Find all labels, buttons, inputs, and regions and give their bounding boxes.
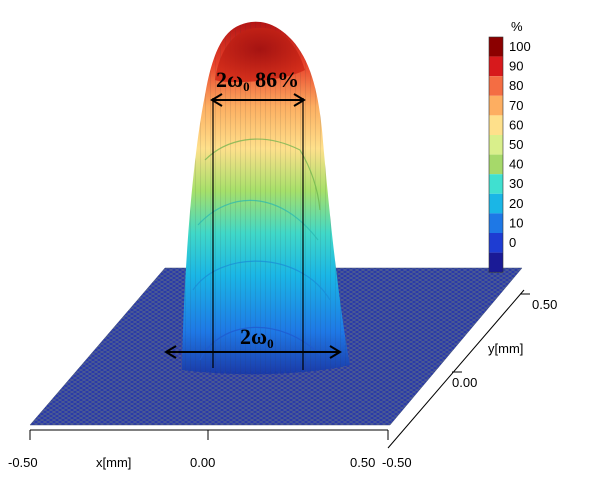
colorbar-tick-label: 40 bbox=[509, 157, 523, 172]
colorbar-swatch bbox=[489, 56, 503, 77]
x-tick-label-max: 0.50 bbox=[350, 455, 375, 470]
y-tick-label-max: 0.50 bbox=[532, 297, 557, 312]
y-axis-ticks bbox=[452, 293, 530, 373]
x-tick-label-min: -0.50 bbox=[8, 455, 38, 470]
colorbar-swatch bbox=[489, 233, 503, 253]
base-width-label: 2ω0 bbox=[240, 324, 274, 351]
top-width-label: 2ω0 86% bbox=[216, 67, 299, 94]
y-axis-line bbox=[387, 289, 525, 449]
y-axis-title: y[mm] bbox=[488, 341, 523, 356]
colorbar-tick-label: 90 bbox=[509, 59, 523, 74]
x-axis-title: x[mm] bbox=[96, 455, 131, 470]
colorbar-tick-label: 10 bbox=[509, 215, 523, 230]
colorbar-tick-label: 100 bbox=[509, 39, 531, 54]
colorbar-swatch bbox=[489, 135, 503, 155]
colorbar-swatch bbox=[489, 154, 503, 175]
colorbar-tick-label: 30 bbox=[509, 176, 523, 191]
y-tick-label-mid: 0.00 bbox=[452, 375, 477, 390]
colorbar-swatch bbox=[489, 95, 503, 116]
colorbar bbox=[488, 36, 504, 273]
x-axis-ticks bbox=[29, 430, 389, 440]
beam-peak bbox=[182, 21, 350, 375]
top-width-arrow bbox=[210, 93, 306, 107]
colorbar-tick-label: 70 bbox=[509, 98, 523, 113]
colorbar-swatch bbox=[489, 174, 503, 194]
colorbar-tick-label: 0 bbox=[509, 235, 516, 250]
colorbar-swatch bbox=[489, 76, 503, 96]
colorbar-tick-label: 80 bbox=[509, 78, 523, 93]
base-width-arrow bbox=[164, 345, 342, 359]
colorbar-swatch bbox=[489, 37, 503, 57]
colorbar-swatch bbox=[489, 213, 503, 233]
x-tick-label-mid: 0.00 bbox=[190, 455, 215, 470]
colorbar-swatch bbox=[489, 252, 503, 273]
colorbar-outline bbox=[488, 36, 504, 273]
colorbar-unit: % bbox=[511, 19, 523, 34]
colorbar-swatch bbox=[489, 193, 503, 214]
colorbar-tick-label: 60 bbox=[509, 117, 523, 132]
colorbar-swatch bbox=[489, 115, 503, 135]
colorbar-tick-label: 20 bbox=[509, 196, 523, 211]
colorbar-tick-label: 50 bbox=[509, 137, 523, 152]
y-tick-label-min: -0.50 bbox=[382, 455, 412, 470]
